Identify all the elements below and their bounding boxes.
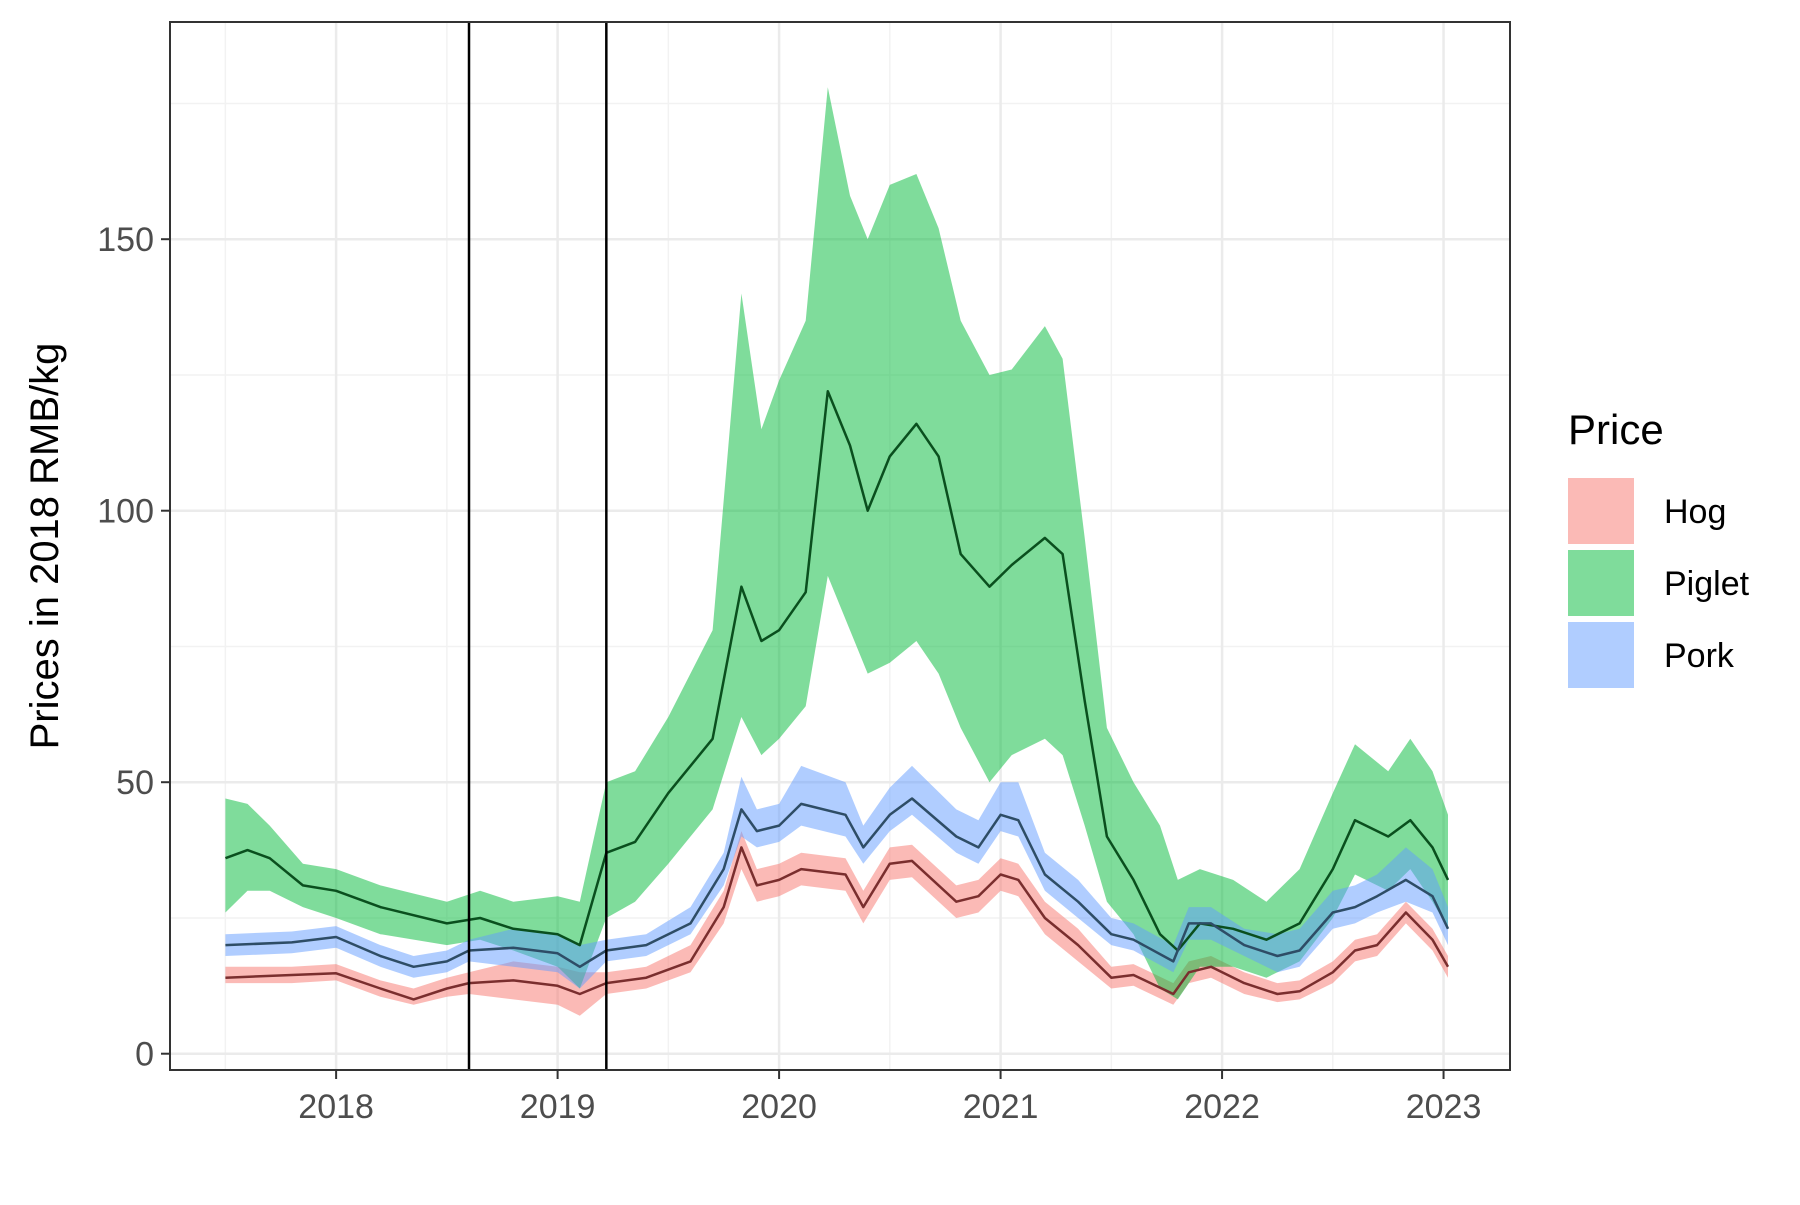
x-tick-label: 2021 [963, 1088, 1039, 1126]
plot-frame [169, 21, 1511, 1071]
y-axis-title: Prices in 2018 RMB/kg [23, 343, 67, 750]
legend-label-hog: Hog [1664, 493, 1726, 531]
vertical-lines [467, 22, 608, 1070]
legend-key-hog [1568, 478, 1634, 544]
band-layer [225, 87, 1448, 1016]
axis-layer: 2018 2019 2020 2021 2022 2023 0 50 100 150 [97, 221, 1481, 1126]
legend-label-pork: Pork [1664, 637, 1735, 675]
pork-ribbon [225, 765, 1448, 989]
pork-line [225, 797, 1450, 969]
x-tick-label: 2022 [1184, 1088, 1260, 1126]
hog-line [225, 846, 1450, 1001]
x-tick-label: 2019 [520, 1088, 596, 1126]
line-layer [224, 389, 1450, 1001]
hog-ribbon [225, 831, 1448, 1016]
legend-key-piglet [1568, 550, 1634, 616]
piglet-line [224, 389, 1450, 952]
y-tick-label: 100 [97, 493, 154, 531]
legend-title: Price [1568, 406, 1664, 453]
y-tick-label: 0 [135, 1036, 154, 1074]
legend-label-piglet: Piglet [1664, 565, 1750, 603]
piglet-ribbon [225, 87, 1448, 1000]
legend: Price Hog Piglet Pork [1568, 406, 1750, 688]
legend-key-pork [1568, 622, 1634, 688]
x-tick-label: 2020 [741, 1088, 817, 1126]
x-tick-label: 2018 [298, 1088, 374, 1126]
y-tick-label: 150 [97, 221, 154, 259]
y-tick-label: 50 [116, 764, 154, 802]
x-tick-label: 2023 [1406, 1088, 1482, 1126]
